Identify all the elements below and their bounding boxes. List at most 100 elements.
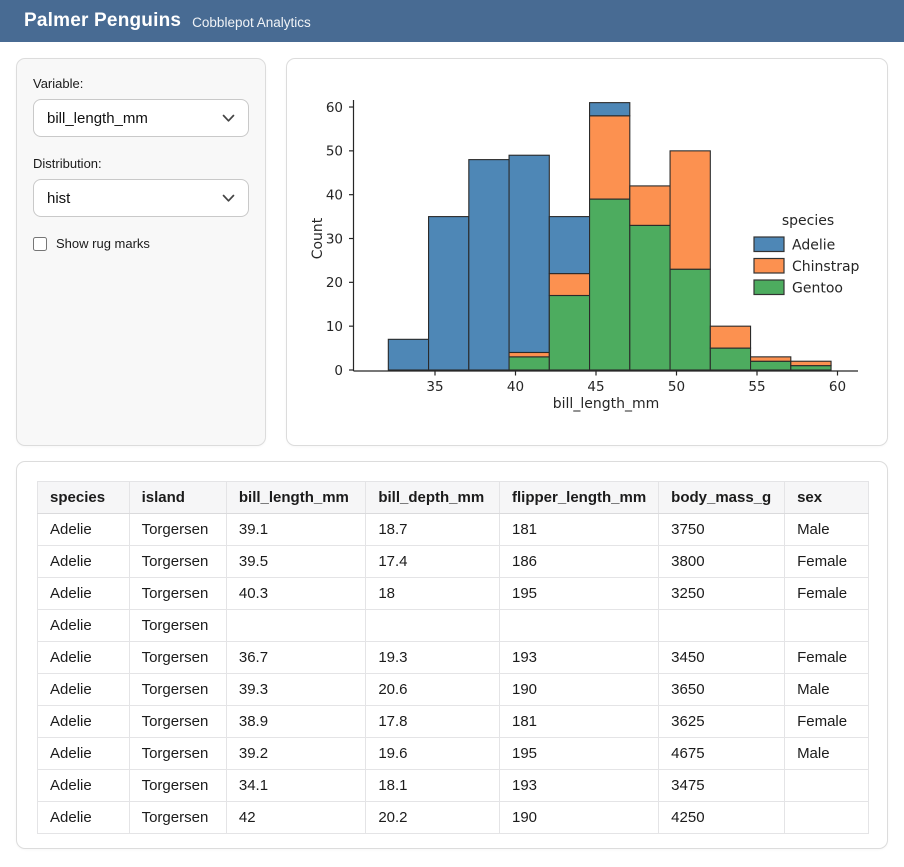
table-cell: Adelie bbox=[37, 801, 130, 834]
histogram-svg: 0 10 20 30 40 50 60 35 40 45 50 55 60 Count bill_lengt… bbox=[310, 100, 860, 412]
table-cell: 34.1 bbox=[225, 769, 367, 802]
table-cell: 190 bbox=[498, 673, 660, 706]
table-row: Adelie Torgersen 39.1 18.7 181 3750 Male bbox=[37, 513, 869, 546]
table-cell bbox=[784, 769, 869, 802]
controls-sidebar: Variable: bill_length_mm Distribution: h… bbox=[16, 58, 266, 446]
table-cell: 193 bbox=[498, 641, 660, 674]
column-header: bill_length_mm bbox=[225, 481, 367, 514]
table-cell: Adelie bbox=[37, 769, 130, 802]
main-content: Variable: bill_length_mm Distribution: h… bbox=[0, 42, 904, 865]
histogram-card: 0 10 20 30 40 50 60 35 40 45 50 55 60 Count bill_lengt… bbox=[286, 58, 888, 446]
table-cell: Adelie bbox=[37, 609, 130, 642]
svg-text:40: 40 bbox=[326, 187, 343, 203]
show-rug-checkbox[interactable] bbox=[33, 236, 47, 251]
app-header: Palmer Penguins Cobblepot Analytics bbox=[0, 0, 904, 42]
table-cell: 17.4 bbox=[365, 545, 500, 578]
table-cell: 39.3 bbox=[225, 673, 367, 706]
table-cell: Adelie bbox=[37, 737, 130, 770]
table-cell: Torgersen bbox=[128, 577, 227, 610]
column-header: species bbox=[37, 481, 130, 514]
table-cell: Female bbox=[784, 545, 869, 578]
table-cell bbox=[658, 609, 786, 642]
svg-text:60: 60 bbox=[326, 100, 343, 116]
table-cell bbox=[498, 609, 660, 642]
distribution-label: Distribution: bbox=[33, 156, 102, 171]
table-cell: Torgersen bbox=[128, 609, 227, 642]
table-row: Adelie Torgersen 38.9 17.8 181 3625 Female bbox=[37, 705, 869, 738]
table-cell: Female bbox=[784, 641, 869, 674]
chevron-down-icon bbox=[222, 194, 235, 203]
table-row: Adelie Torgersen bbox=[37, 609, 869, 642]
table-cell: 39.1 bbox=[225, 513, 367, 546]
table-cell: 38.9 bbox=[225, 705, 367, 738]
table-cell: 181 bbox=[498, 705, 660, 738]
table-cell: 3475 bbox=[658, 769, 786, 802]
table-cell: Torgersen bbox=[128, 737, 227, 770]
column-header: sex bbox=[784, 481, 869, 514]
table-cell: 3450 bbox=[658, 641, 786, 674]
table-cell: 193 bbox=[498, 769, 660, 802]
svg-text:30: 30 bbox=[326, 231, 343, 247]
svg-text:35: 35 bbox=[426, 379, 443, 395]
svg-text:0: 0 bbox=[334, 363, 343, 379]
table-cell bbox=[784, 801, 869, 834]
svg-text:Gentoo: Gentoo bbox=[792, 281, 843, 297]
table-cell: Torgersen bbox=[128, 801, 227, 834]
table-cell: Torgersen bbox=[128, 545, 227, 578]
table-cell: 20.2 bbox=[365, 801, 500, 834]
table-cell: 40.3 bbox=[225, 577, 367, 610]
table-cell: 181 bbox=[498, 513, 660, 546]
table-cell: Male bbox=[784, 513, 869, 546]
svg-text:50: 50 bbox=[326, 144, 343, 160]
table-cell: 17.8 bbox=[365, 705, 500, 738]
svg-text:60: 60 bbox=[829, 379, 846, 395]
variable-select-value: bill_length_mm bbox=[47, 109, 148, 127]
table-cell: 3750 bbox=[658, 513, 786, 546]
table-cell: 20.6 bbox=[365, 673, 500, 706]
distribution-select-value: hist bbox=[47, 189, 71, 207]
chevron-down-icon bbox=[222, 114, 235, 123]
table-row: Adelie Torgersen 40.3 18 195 3250 Female bbox=[37, 577, 869, 610]
table-row: Adelie Torgersen 39.2 19.6 195 4675 Male bbox=[37, 737, 869, 770]
table-cell: Adelie bbox=[37, 705, 130, 738]
table-cell: 3250 bbox=[658, 577, 786, 610]
table-row: Adelie Torgersen 36.7 19.3 193 3450 Female bbox=[37, 641, 869, 674]
svg-text:species: species bbox=[782, 213, 834, 229]
distribution-select[interactable]: hist bbox=[33, 179, 249, 217]
table-row: Adelie Torgersen 42 20.2 190 4250 bbox=[37, 801, 869, 834]
table-cell: Adelie bbox=[37, 641, 130, 674]
svg-text:10: 10 bbox=[326, 319, 343, 335]
column-header: island bbox=[128, 481, 227, 514]
app-subtitle: Cobblepot Analytics bbox=[192, 14, 311, 30]
table-cell: 4675 bbox=[658, 737, 786, 770]
column-header: bill_depth_mm bbox=[365, 481, 500, 514]
table-cell: 195 bbox=[498, 737, 660, 770]
table-cell: 19.6 bbox=[365, 737, 500, 770]
table-cell: Torgersen bbox=[128, 641, 227, 674]
table-cell: Adelie bbox=[37, 545, 130, 578]
svg-text:Chinstrap: Chinstrap bbox=[792, 259, 860, 275]
svg-text:45: 45 bbox=[587, 379, 604, 395]
table-cell: 18 bbox=[365, 577, 500, 610]
table-cell: 190 bbox=[498, 801, 660, 834]
table-cell bbox=[784, 609, 869, 642]
show-rug-label[interactable]: Show rug marks bbox=[56, 236, 150, 251]
app-title: Palmer Penguins bbox=[24, 10, 182, 31]
table-row: Adelie Torgersen 34.1 18.1 193 3475 bbox=[37, 769, 869, 802]
variable-select[interactable]: bill_length_mm bbox=[33, 99, 249, 137]
svg-text:50: 50 bbox=[668, 379, 685, 395]
table-cell: Adelie bbox=[37, 513, 130, 546]
table-body: Adelie Torgersen 39.1 18.7 181 3750 Male Adelie… bbox=[37, 513, 869, 834]
table-cell: Adelie bbox=[37, 577, 130, 610]
table-cell bbox=[365, 609, 500, 642]
table-cell: 3625 bbox=[658, 705, 786, 738]
svg-text:Adelie: Adelie bbox=[792, 238, 835, 254]
table-row: Adelie Torgersen 39.5 17.4 186 3800 Female bbox=[37, 545, 869, 578]
variable-label: Variable: bbox=[33, 76, 84, 91]
column-header: body_mass_g bbox=[658, 481, 786, 514]
table-cell: Torgersen bbox=[128, 769, 227, 802]
table-cell: 42 bbox=[225, 801, 367, 834]
svg-text:55: 55 bbox=[748, 379, 765, 395]
table-cell: 195 bbox=[498, 577, 660, 610]
svg-text:20: 20 bbox=[326, 275, 343, 291]
